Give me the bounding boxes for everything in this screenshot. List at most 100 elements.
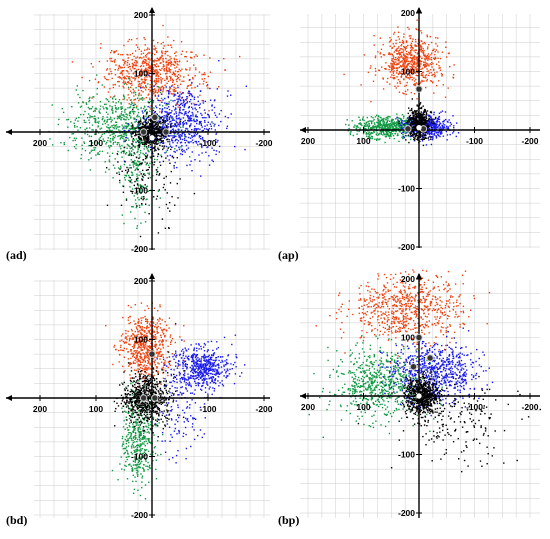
data-point-orange xyxy=(169,91,171,93)
data-point-blue xyxy=(161,126,163,129)
data-point-black xyxy=(146,126,148,129)
data-point-blue xyxy=(421,140,424,142)
data-point-black xyxy=(177,197,179,199)
data-point-green xyxy=(362,132,365,135)
data-point-blue xyxy=(189,137,192,139)
data-point-orange xyxy=(414,83,416,85)
data-point-orange xyxy=(430,41,433,44)
data-point-blue xyxy=(409,135,412,138)
data-point-blue xyxy=(182,92,184,94)
data-point-green xyxy=(366,124,369,126)
data-point-orange xyxy=(426,70,428,73)
data-point-blue xyxy=(141,110,143,112)
data-point-orange xyxy=(192,78,194,80)
data-point-green xyxy=(130,135,132,137)
data-point-green xyxy=(147,149,149,151)
data-point-green xyxy=(380,133,383,135)
data-point-blue xyxy=(435,128,437,130)
data-point-orange xyxy=(148,66,151,68)
data-point-green xyxy=(141,178,143,180)
data-point-green xyxy=(88,97,90,100)
data-point-orange xyxy=(394,77,396,80)
data-point-black xyxy=(416,104,418,106)
data-point-orange xyxy=(144,89,147,91)
data-point-orange xyxy=(143,56,145,58)
data-point-black xyxy=(157,153,160,155)
data-point-orange xyxy=(405,46,408,48)
data-point-green xyxy=(136,151,138,154)
data-point-green xyxy=(125,175,128,177)
data-point-green xyxy=(81,148,83,150)
data-point-blue xyxy=(196,122,198,125)
data-point-orange xyxy=(343,73,345,76)
data-point-orange xyxy=(415,49,417,51)
data-point-orange xyxy=(171,79,174,81)
data-point-green xyxy=(402,137,404,140)
data-point-blue xyxy=(201,117,204,119)
data-point-blue xyxy=(204,121,206,123)
data-point-orange xyxy=(158,91,160,93)
data-point-blue xyxy=(124,130,126,132)
data-point-orange xyxy=(239,55,241,58)
centroid-marker xyxy=(151,113,159,122)
data-point-blue xyxy=(167,106,170,108)
data-point-orange xyxy=(104,77,106,80)
data-point-green xyxy=(158,115,160,117)
data-point-orange xyxy=(399,54,401,56)
data-point-green xyxy=(136,175,138,177)
data-point-orange xyxy=(378,69,380,71)
data-point-black xyxy=(138,164,141,166)
data-point-green xyxy=(362,116,364,118)
data-point-green xyxy=(88,159,90,161)
data-point-green xyxy=(60,142,62,144)
data-point-orange xyxy=(390,67,393,69)
data-point-blue xyxy=(188,105,191,108)
data-point-orange xyxy=(414,49,417,51)
data-point-orange xyxy=(90,63,92,65)
data-point-green xyxy=(91,129,93,131)
data-point-green xyxy=(75,117,78,120)
data-point-blue xyxy=(171,139,173,142)
data-point-orange xyxy=(192,76,194,79)
data-point-black xyxy=(409,132,412,134)
data-point-orange xyxy=(133,99,135,101)
data-point-blue xyxy=(400,132,403,134)
data-point-blue xyxy=(172,105,174,108)
data-point-orange xyxy=(92,66,94,68)
data-point-orange xyxy=(175,79,178,81)
data-point-black xyxy=(131,125,134,127)
data-point-orange xyxy=(154,70,157,73)
data-point-black xyxy=(132,160,134,163)
data-point-orange xyxy=(375,70,377,72)
data-point-orange xyxy=(414,62,416,64)
data-point-green xyxy=(132,110,135,113)
data-point-green xyxy=(388,132,391,134)
data-point-orange xyxy=(147,67,149,69)
data-point-blue xyxy=(191,111,193,114)
data-point-orange xyxy=(127,76,129,78)
data-point-orange xyxy=(413,63,415,65)
data-point-green xyxy=(112,135,115,138)
data-point-black xyxy=(155,139,157,141)
data-point-black xyxy=(425,117,428,119)
data-point-orange xyxy=(160,82,162,84)
data-point-green xyxy=(356,133,358,135)
data-point-green xyxy=(124,137,127,139)
data-point-orange xyxy=(132,72,135,74)
data-point-green xyxy=(133,104,135,106)
data-point-green xyxy=(144,118,146,121)
data-point-orange xyxy=(130,82,133,85)
data-point-green xyxy=(358,130,360,133)
data-point-orange xyxy=(390,76,392,78)
data-point-green xyxy=(382,119,384,121)
data-point-black xyxy=(167,114,169,116)
data-point-green xyxy=(114,104,116,107)
data-point-green xyxy=(386,125,388,127)
data-point-orange xyxy=(410,53,412,56)
data-point-black xyxy=(140,123,142,125)
data-point-green xyxy=(99,150,101,153)
data-point-green xyxy=(378,115,380,117)
data-point-black xyxy=(140,197,143,200)
data-point-green xyxy=(121,116,123,119)
data-point-green xyxy=(132,154,134,157)
